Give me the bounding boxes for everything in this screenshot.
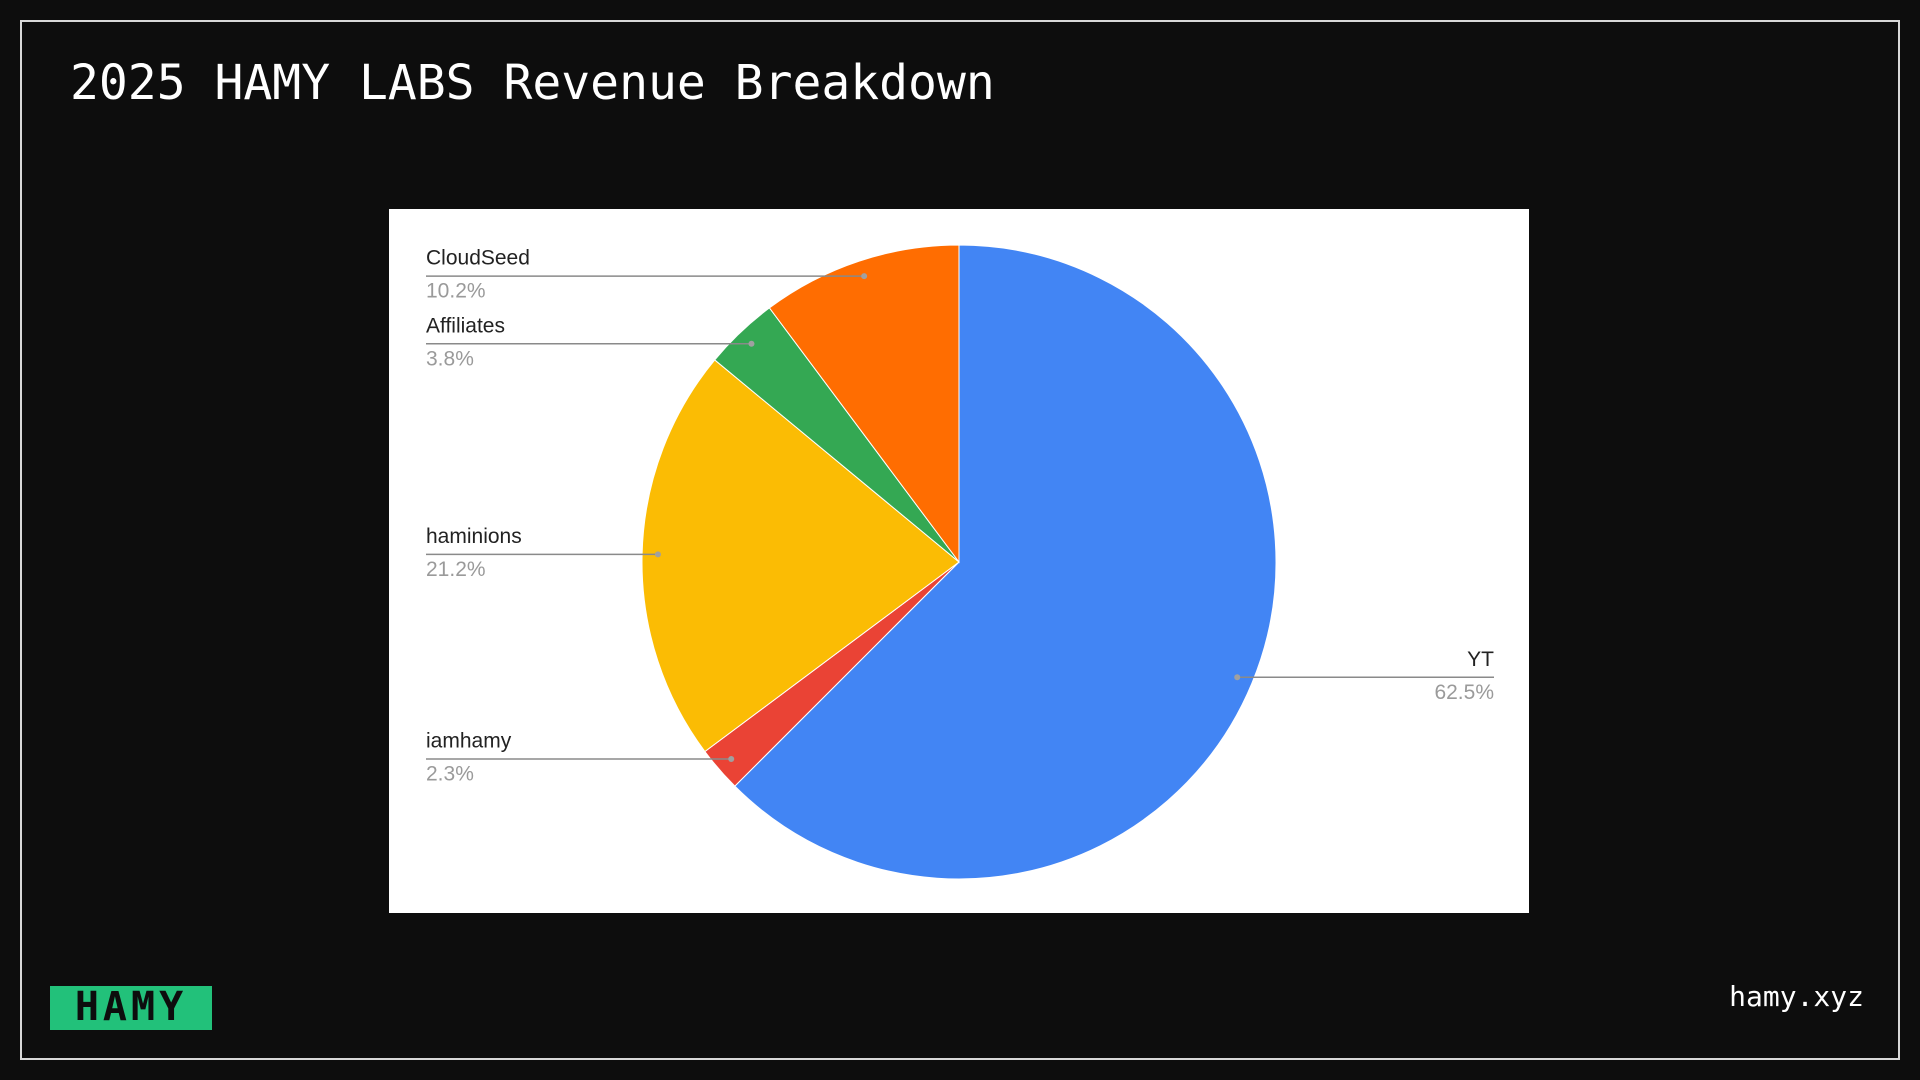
slide-border — [20, 20, 1900, 1060]
slice-value: 3.8% — [426, 347, 474, 370]
logo-box — [50, 986, 212, 1030]
leader-dot — [728, 756, 735, 763]
slice-label: YT — [1467, 648, 1494, 671]
pie-slice — [734, 244, 1277, 880]
pie: YT 62.5% iamhamy 2.3% haminions 21.2% Affiliat… — [426, 244, 1494, 880]
slide-title: 2025 HAMY LABS Revenue Breakdown — [70, 55, 995, 111]
slice-value: 21.2% — [426, 558, 486, 581]
slice-label: Affiliates — [426, 314, 505, 337]
leader-dot — [654, 551, 661, 558]
leader-dot — [1234, 674, 1241, 681]
slice-value: 2.3% — [426, 763, 474, 786]
leader-dot — [861, 273, 868, 280]
logo: HAMY — [75, 984, 187, 1030]
slice-value: 62.5% — [1434, 681, 1494, 704]
slice-label: haminions — [426, 525, 522, 548]
leader-dot — [748, 340, 755, 347]
slice-label: iamhamy — [426, 730, 512, 753]
pie-slice — [768, 244, 960, 564]
slice-label: CloudSeed — [426, 247, 530, 270]
site-link: hamy.xyz — [1729, 980, 1864, 1013]
slice-value: 10.2% — [426, 280, 486, 303]
